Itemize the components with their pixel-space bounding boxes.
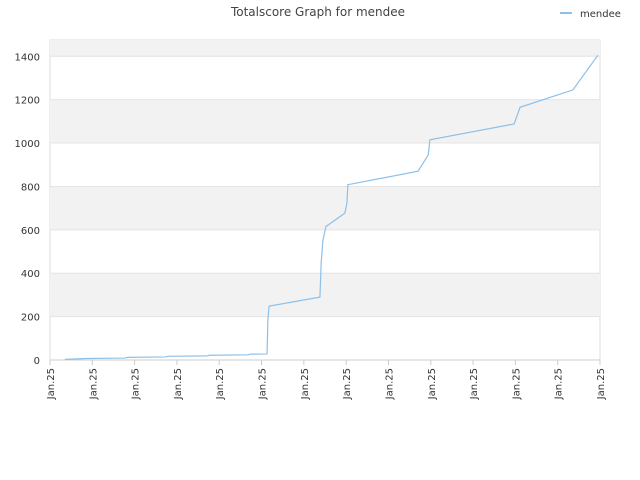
y-tick-label: 200 [21, 313, 40, 324]
x-tick-label: Jan.25 [173, 368, 184, 400]
x-tick-label: Jan.25 [427, 368, 438, 400]
x-tick-label: Jan.25 [258, 368, 269, 400]
y-tick-label: 400 [21, 269, 40, 280]
band [50, 273, 600, 317]
x-tick-label: Jan.25 [131, 368, 142, 400]
x-tick-label: Jan.25 [88, 368, 99, 400]
x-tick-label: Jan.25 [384, 368, 395, 400]
x-tick-label: Jan.25 [554, 368, 565, 400]
y-tick-label: 800 [21, 182, 40, 193]
band [50, 186, 600, 230]
y-tick-label: 1000 [15, 139, 40, 150]
y-tick-label: 1200 [15, 96, 40, 107]
x-tick-label: Jan.25 [46, 368, 57, 400]
line [64, 54, 599, 360]
y-tick-label: 0 [34, 356, 40, 367]
y-tick-label: 1400 [15, 52, 40, 63]
x-tick-label: Jan.25 [215, 368, 226, 400]
x-tick-label: Jan.25 [511, 368, 522, 400]
x-tick-label: Jan.25 [469, 368, 480, 400]
y-tick-label: 600 [21, 226, 40, 237]
chart-title: Totalscore Graph for mendee [230, 5, 405, 19]
x-tick-label: Jan.25 [342, 368, 353, 400]
legend-label: mendee [580, 9, 621, 20]
band [50, 40, 600, 57]
band [50, 99, 600, 144]
x-tick-label: Jan.25 [596, 368, 607, 400]
x-tick-label: Jan.25 [300, 368, 311, 400]
